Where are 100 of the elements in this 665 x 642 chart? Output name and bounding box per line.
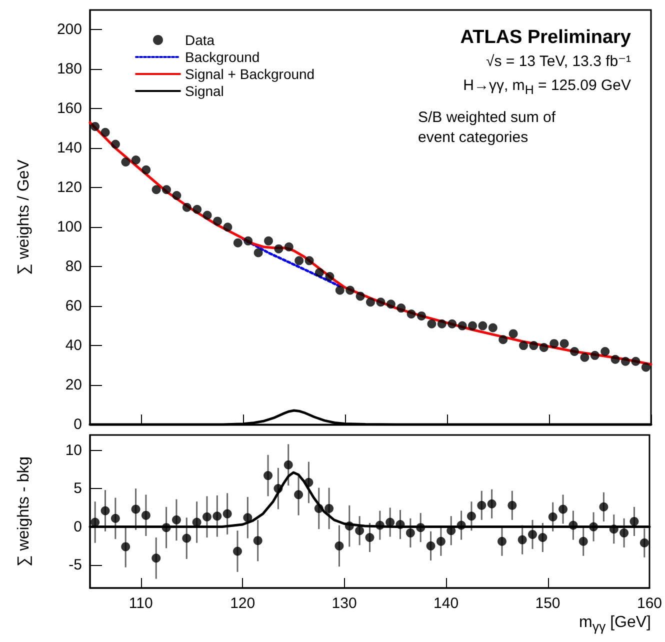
point — [610, 354, 620, 364]
legend-label: Data — [185, 32, 215, 48]
point — [90, 122, 100, 131]
point — [621, 356, 630, 366]
y-tick-label: 180 — [56, 60, 82, 78]
point — [548, 512, 558, 522]
point — [558, 504, 568, 514]
point — [448, 319, 457, 328]
x-tick-label: 150 — [535, 595, 560, 612]
point — [518, 535, 527, 544]
legend-label: Signal + Background — [185, 66, 315, 82]
point — [620, 528, 629, 538]
annotation: √s = 13 TeV, 13.3 fb⁻¹ — [486, 52, 631, 72]
point — [366, 298, 375, 307]
point — [202, 210, 212, 220]
point — [192, 204, 202, 214]
annotation: ATLAS Preliminary — [460, 27, 631, 48]
point — [406, 528, 415, 538]
point — [254, 248, 263, 258]
point — [294, 256, 304, 266]
point — [182, 202, 192, 212]
point — [142, 165, 151, 174]
point — [110, 514, 120, 523]
point — [244, 236, 253, 246]
y-tick-label: 5 — [74, 480, 82, 498]
point — [568, 520, 578, 530]
point — [284, 460, 293, 470]
y-tick-label: 120 — [56, 179, 82, 196]
y-axis-title: ∑ weights / GeV — [16, 159, 32, 275]
point — [100, 128, 110, 137]
point — [202, 512, 212, 522]
point — [325, 272, 334, 281]
point — [519, 341, 528, 350]
point — [550, 339, 559, 348]
point — [284, 242, 294, 252]
point — [396, 520, 405, 529]
point — [487, 499, 496, 508]
point — [538, 533, 548, 542]
point — [426, 541, 436, 550]
point — [111, 140, 120, 149]
point — [539, 343, 548, 352]
y-tick-label: 200 — [56, 21, 82, 38]
y-tick-label: 60 — [65, 298, 82, 315]
point — [386, 300, 396, 309]
point — [466, 512, 476, 521]
point — [458, 321, 467, 330]
point — [172, 515, 181, 524]
point — [121, 157, 130, 166]
point — [406, 309, 416, 318]
point — [417, 311, 426, 320]
point — [223, 222, 232, 232]
point — [437, 319, 446, 328]
annotation: H→γγ, m$_{H}$ = 125.09 GeV — [463, 76, 631, 99]
point — [631, 356, 640, 366]
point — [365, 533, 374, 542]
point — [324, 504, 334, 513]
point — [508, 500, 517, 510]
point — [243, 513, 252, 522]
point — [162, 523, 171, 532]
point — [264, 471, 273, 480]
point — [436, 536, 446, 546]
point — [599, 502, 608, 512]
point — [478, 321, 488, 330]
y-tick-label: 0 — [74, 416, 82, 433]
point — [355, 526, 364, 536]
y-tick-label: 140 — [56, 140, 82, 157]
point — [346, 286, 355, 295]
y-tick-label: -5 — [68, 556, 82, 574]
point — [152, 554, 161, 563]
point — [630, 516, 639, 526]
point — [314, 504, 324, 513]
x-tick-label: 130 — [332, 595, 357, 612]
y-tick-label: 100 — [56, 218, 82, 236]
point — [315, 268, 324, 278]
point — [304, 256, 314, 266]
point — [304, 478, 314, 487]
point — [609, 524, 618, 534]
legend-label: Signal — [185, 83, 224, 99]
point — [416, 523, 426, 532]
point — [468, 321, 477, 330]
annotation: S/B weighted sum of event categories — [418, 108, 556, 148]
point — [477, 500, 486, 510]
x-axis-title: m$_{γγ}$ [GeV] — [578, 614, 651, 636]
point — [641, 362, 650, 372]
point — [213, 216, 222, 226]
point — [560, 339, 569, 348]
point — [528, 530, 538, 539]
point — [162, 185, 171, 194]
y-tick-label: 160 — [56, 100, 82, 118]
point — [580, 352, 590, 362]
point — [182, 534, 192, 543]
point — [335, 286, 344, 295]
point — [274, 244, 284, 254]
point — [488, 323, 498, 332]
x-tick-label: 110 — [128, 595, 153, 612]
point — [590, 350, 600, 360]
point — [570, 346, 579, 356]
point — [578, 536, 588, 546]
x-tick-label: 160 — [636, 595, 662, 612]
point — [152, 185, 161, 194]
